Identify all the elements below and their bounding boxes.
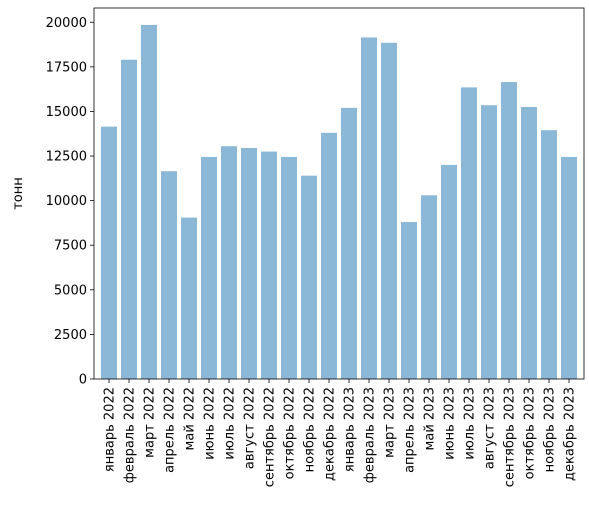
bar-15 <box>381 42 397 379</box>
x-tick-label: июнь 2023 <box>443 387 458 460</box>
bar-6 <box>201 156 217 379</box>
x-tick-label: декабрь 2023 <box>563 387 578 481</box>
plot-frame <box>93 7 585 380</box>
x-tick-label: октябрь 2022 <box>283 387 298 479</box>
bar-1 <box>101 126 117 380</box>
bar-18 <box>441 164 457 379</box>
y-tick-label: 12500 <box>46 150 87 165</box>
y-tick-label: 20000 <box>46 16 87 31</box>
y-tick-label: 2500 <box>54 328 87 343</box>
x-tick-label: август 2023 <box>483 387 498 469</box>
x-tick-label: июль 2022 <box>223 387 238 460</box>
bar-17 <box>421 195 437 379</box>
x-tick-label: март 2023 <box>383 387 398 458</box>
bars-group <box>101 24 577 380</box>
bar-3 <box>141 24 157 380</box>
x-tick-label: май 2022 <box>183 387 198 450</box>
y-tick-label: 17500 <box>46 60 87 75</box>
bar-10 <box>281 156 297 379</box>
x-tick-label: апрель 2022 <box>163 387 178 473</box>
bar-22 <box>521 106 537 379</box>
bar-20 <box>481 105 497 379</box>
y-axis-label: тонн <box>11 177 26 210</box>
x-tick-label: июль 2023 <box>463 387 478 460</box>
x-tick-label: апрель 2023 <box>403 387 418 473</box>
x-tick-label: ноябрь 2022 <box>303 387 318 472</box>
bar-19 <box>461 87 477 380</box>
bar-24 <box>561 156 577 379</box>
bar-21 <box>501 82 517 379</box>
bar-9 <box>261 151 277 379</box>
x-axis: январь 2022 февраль 2022 март 2022 апрель 2… <box>103 379 578 487</box>
y-tick-label: 5000 <box>54 283 87 298</box>
y-tick-label: 0 <box>79 373 87 388</box>
y-axis: 0 2500 5000 7500 10000 12500 15000 17500 20000 <box>46 16 94 388</box>
x-tick-label: декабрь 2022 <box>323 387 338 481</box>
bar-13 <box>341 107 357 379</box>
y-tick-label: 7500 <box>54 239 87 254</box>
bar-16 <box>401 222 417 379</box>
x-tick-label: сентябрь 2023 <box>503 387 518 487</box>
bar-14 <box>361 37 377 379</box>
x-tick-label: февраль 2023 <box>363 387 378 483</box>
bar-2 <box>121 59 137 380</box>
x-tick-label: ноябрь 2023 <box>543 387 558 472</box>
bar-7 <box>221 146 237 379</box>
x-tick-label: май 2023 <box>423 387 438 450</box>
bar-11 <box>301 175 317 379</box>
bar-8 <box>241 148 257 379</box>
x-tick-label: март 2022 <box>143 387 158 458</box>
x-tick-label: октябрь 2023 <box>523 387 538 479</box>
y-tick-label: 10000 <box>46 194 87 209</box>
bar-12 <box>321 132 337 379</box>
x-tick-label: август 2022 <box>243 387 258 469</box>
x-tick-label: июнь 2022 <box>203 387 218 460</box>
y-tick-label: 15000 <box>46 105 87 120</box>
bar-4 <box>161 171 177 379</box>
x-tick-label: январь 2023 <box>343 387 358 472</box>
bar-5 <box>181 217 197 379</box>
bar-23 <box>541 130 557 379</box>
x-tick-label: февраль 2022 <box>123 387 138 483</box>
x-tick-label: январь 2022 <box>103 387 118 472</box>
x-tick-label: сентябрь 2022 <box>263 387 278 487</box>
